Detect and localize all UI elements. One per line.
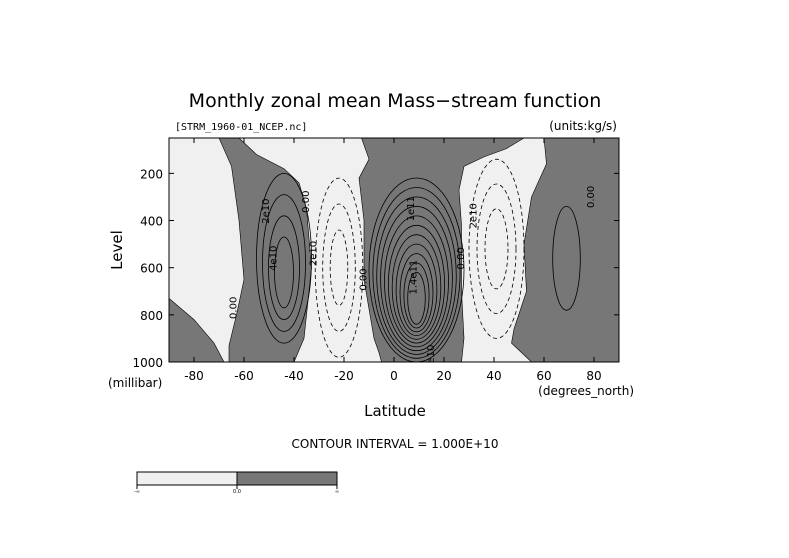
contour-line-hadley-cell: [399, 253, 434, 333]
file-label: [STRM_1960-01_NCEP.nc]: [175, 122, 307, 133]
x-tick-label: 40: [486, 369, 501, 383]
contour-line-southern-cell: [262, 194, 306, 332]
contour-line-hadley-cell: [395, 243, 438, 336]
colorbar-label-zero: 0.0: [233, 489, 241, 495]
contour-interval: CONTOUR INTERVAL = 1.000E+10: [292, 437, 499, 451]
contour-labels: 0.00 2e10 4e10 0.00 2e10 0.00 1e11 1.4e11 8e10 0.…: [229, 186, 598, 370]
contour-line-polar-cell: [552, 205, 581, 311]
contour-label: 0.00: [586, 186, 597, 208]
contour-label: 0.00: [456, 247, 467, 269]
contour-label: 1.4e11: [409, 260, 420, 295]
units-label: (units:kg/s): [549, 119, 617, 133]
contour-line-negative-northern: [468, 158, 525, 339]
contour-label: 8e10: [426, 345, 437, 370]
contour-lines: [256, 158, 581, 362]
contour-line-hadley-cell: [384, 215, 449, 348]
x-axis-label: Latitude: [364, 402, 426, 420]
x-axis: -80 -60 -40 -20 0 20 40 60 80: [184, 138, 602, 383]
contour-line-hadley-cell: [372, 187, 461, 359]
contour-line-negative-southern: [322, 203, 356, 332]
contour-line-negative-southern: [314, 177, 364, 358]
contour-line-hadley-cell: [391, 234, 442, 340]
contour-label: 0.00: [301, 191, 312, 213]
contour-label: 1e11: [406, 196, 417, 221]
plot-area: 0.00 2e10 4e10 0.00 2e10 0.00 1e11 1.4e11 8e10 0.…: [169, 138, 619, 370]
colorbar: -∞ 0.0 ∞: [134, 471, 339, 495]
contour-label: 2e10: [309, 241, 320, 266]
x-tick-label: 20: [436, 369, 451, 383]
contour-label: 2e10: [261, 198, 272, 223]
contour-line-southern-cell: [256, 172, 312, 344]
contour-line-negative-northern: [476, 183, 517, 315]
contour-label: 0.00: [229, 297, 240, 319]
x-tick-label: -80: [184, 369, 204, 383]
x-tick-label: 60: [536, 369, 551, 383]
x-units: (degrees_north): [538, 384, 634, 398]
y-tick-label: 600: [140, 262, 163, 276]
contour-line-hadley-cell: [380, 205, 453, 352]
contour-line-hadley-cell: [376, 196, 457, 355]
contour-line-hadley-cell: [368, 177, 465, 362]
contour-line-southern-cell: [274, 236, 294, 309]
y-units: (millibar): [108, 376, 162, 390]
y-axis-label: Level: [108, 230, 126, 270]
x-tick-label: -40: [284, 369, 304, 383]
x-tick-label: 0: [390, 369, 398, 383]
y-tick-label: 1000: [132, 356, 163, 370]
positive-region-polar: [511, 138, 619, 362]
x-tick-label: -60: [234, 369, 254, 383]
chart-title: Monthly zonal mean Mass−stream function: [189, 90, 602, 112]
contour-label: 2e10: [469, 203, 480, 228]
contour-label: 0.00: [359, 268, 370, 290]
contour-line-hadley-cell: [403, 262, 430, 329]
positive-cell-hadley: [358, 138, 525, 362]
x-tick-label: -20: [334, 369, 354, 383]
y-tick-label: 400: [140, 215, 163, 229]
y-tick-label: 200: [140, 167, 163, 181]
contour-line-hadley-cell: [407, 271, 426, 325]
y-tick-label: 800: [140, 309, 163, 323]
contour-line-negative-southern: [329, 229, 349, 306]
colorbar-positive: [236, 471, 338, 486]
colorbar-label-max: ∞: [335, 489, 339, 495]
positive-fill-regions: [169, 138, 619, 362]
colorbar-negative: [136, 471, 238, 486]
contour-line-negative-northern: [484, 208, 509, 290]
contour-line-hadley-cell: [387, 224, 445, 344]
contour-line-southern-cell: [268, 215, 300, 321]
positive-cell-southern: [218, 138, 312, 362]
positive-patch-southwest: [169, 297, 225, 362]
colorbar-label-min: -∞: [134, 489, 140, 495]
y-axis: 200 400 600 800 1000: [132, 167, 619, 370]
contour-label: 4e10: [269, 246, 280, 271]
x-tick-label: 80: [586, 369, 601, 383]
